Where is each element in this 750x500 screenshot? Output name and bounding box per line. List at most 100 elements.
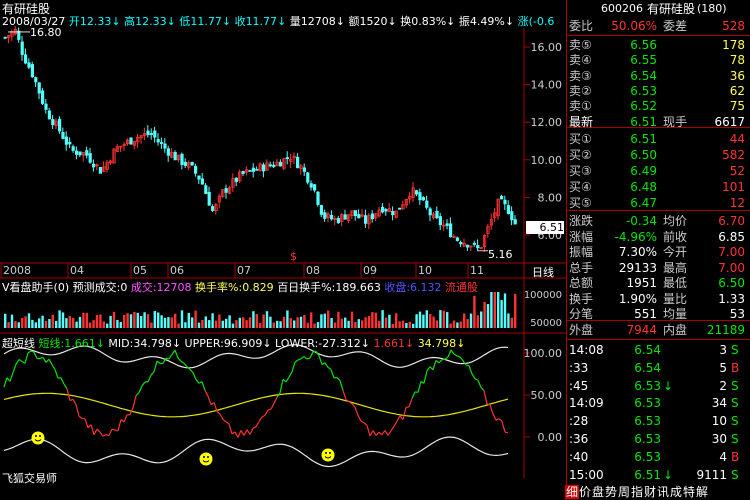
osc-short-line [456, 355, 461, 358]
row-label2: 最低 [663, 276, 688, 290]
header-high: 12.33 [135, 15, 167, 28]
osc-short-line [324, 362, 329, 368]
volume-bar [364, 317, 367, 328]
candle-body [404, 199, 409, 206]
osc-short-line [96, 428, 101, 433]
tick-price: 6.53 [634, 432, 661, 446]
osc-short-line [396, 415, 401, 422]
buy-row: 买① 6.51 44 [567, 130, 750, 148]
main-chart-svg[interactable]: 16.0014.0012.0010.008.006.00100000500001… [0, 0, 566, 500]
tick-time: :45 [569, 378, 589, 393]
volume-bar [320, 314, 323, 328]
candle-body [370, 213, 375, 220]
candle-body [414, 190, 419, 195]
header-open: 12.33 [79, 15, 112, 28]
volume-bar [214, 320, 218, 328]
candle-body [129, 137, 133, 145]
tick-time: :33 [569, 360, 589, 375]
tick-side: S [731, 414, 739, 429]
row-price: 1.90% [618, 291, 657, 306]
row-price: 6.49 [630, 164, 657, 178]
osc-short-line [267, 408, 272, 411]
row-label: 买② [569, 148, 592, 162]
row-label: 卖① [569, 99, 592, 114]
osc-short-line [111, 428, 116, 431]
row-price: 29133 [618, 260, 657, 275]
osc-short-line [204, 390, 209, 397]
oscillator-group [3, 344, 509, 468]
row-price: 6.48 [630, 180, 657, 194]
candle-body [142, 133, 147, 137]
osc-short-line [288, 371, 293, 378]
osc-y-tick: 0.00 [538, 431, 563, 444]
volume-bar [405, 323, 408, 328]
candle-body [493, 212, 497, 218]
candle-body [166, 148, 170, 156]
candle-body [71, 146, 75, 151]
osc-short-line [369, 430, 374, 437]
volume-bar [174, 313, 177, 328]
osc-short-line [246, 429, 251, 435]
candle-body [438, 216, 443, 226]
tick-price: 6.53 [634, 378, 661, 393]
buy-row: 买④ 6.48 101 [567, 178, 750, 196]
osc-short-line [171, 349, 176, 355]
osc-short-line [42, 357, 47, 363]
osc-short-line [234, 431, 239, 438]
row-price: 6.56 [630, 38, 657, 52]
month-label: 08 [306, 264, 320, 277]
osc-short-line [54, 369, 59, 379]
osc-short-line [504, 431, 509, 434]
volume-bar [384, 317, 388, 328]
candle-body [231, 178, 235, 188]
osc-short-line [270, 403, 275, 410]
osc-short-line [99, 431, 104, 437]
osc-mid-line [3, 392, 509, 418]
volume-bar [184, 322, 187, 328]
header-amount: 1520 [359, 15, 388, 28]
ticker-tab[interactable]: 细 [565, 485, 580, 499]
volume-bar [85, 312, 88, 328]
volume-bar [486, 304, 490, 328]
volume-bar [316, 322, 320, 328]
month-label: 06 [170, 264, 184, 277]
osc-short-line [114, 429, 119, 432]
candle-body [81, 152, 85, 156]
candle-body [459, 242, 463, 245]
period-label[interactable]: 日线 [532, 266, 554, 279]
volume-bar [350, 311, 354, 328]
volume-bar [415, 314, 418, 328]
tick-arrow: ↓ [663, 467, 674, 482]
tick-side: S [731, 343, 739, 357]
osc-short-line [249, 428, 254, 435]
osc-short-line [363, 422, 368, 426]
candle-body [489, 219, 494, 226]
row-price: 551 [634, 307, 657, 321]
volume-bar [163, 317, 167, 328]
tick-price: 6.54 [634, 343, 661, 357]
chart-area[interactable]: 16.00 14.00 12.00 10.00 8.00 6.00 100000 50000 1… [0, 0, 566, 500]
row-price: 6.50 [630, 148, 657, 162]
sell-row: 卖⑤ 6.56 178 [567, 36, 750, 54]
tick-side: S [731, 378, 739, 393]
volume-bar [347, 320, 350, 328]
candle-body [227, 187, 232, 194]
osc-short-line [66, 388, 71, 401]
volume-bar [276, 320, 279, 328]
row-volume: 6.70 [718, 214, 745, 228]
volume-bar [27, 313, 31, 328]
candle-body [295, 156, 300, 169]
candle-body [435, 211, 439, 219]
candle-body [394, 210, 398, 218]
row-volume: 12 [729, 196, 745, 210]
row-label: 卖② [569, 83, 592, 98]
candle-body [44, 103, 48, 110]
ticker-text[interactable]: 价盘势周指财讯成特解 [579, 485, 710, 499]
tick-price: 6.51 [634, 467, 661, 482]
stat-row: 换手 1.90% 1.33 量比 [567, 290, 750, 308]
osc-short-line [78, 415, 83, 419]
candle-body [34, 77, 38, 83]
footer-brand: 飞狐交易师 [2, 472, 57, 485]
candle-body [153, 130, 157, 138]
volume-bar [187, 312, 190, 328]
